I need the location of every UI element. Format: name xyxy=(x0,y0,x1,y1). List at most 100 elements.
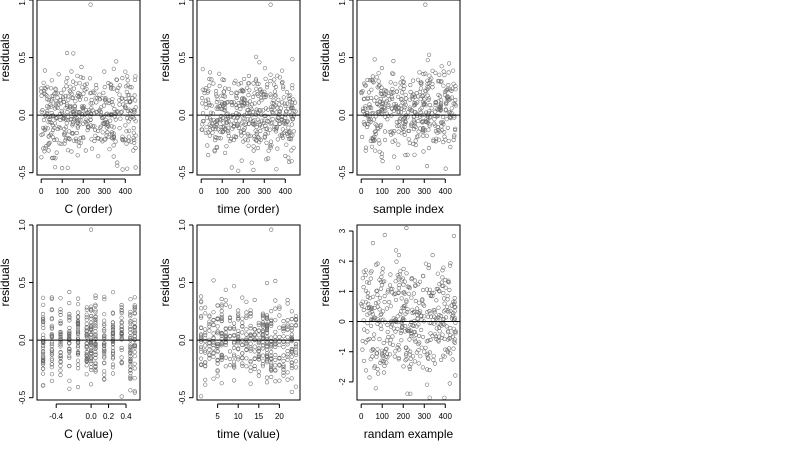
data-point xyxy=(128,334,133,339)
data-point xyxy=(289,348,294,353)
data-point xyxy=(252,297,257,302)
data-point xyxy=(217,84,222,89)
data-point xyxy=(70,96,75,101)
data-point xyxy=(236,337,241,342)
y-axis-label: residuals xyxy=(318,33,332,81)
data-point xyxy=(92,124,97,129)
data-point xyxy=(258,91,263,96)
data-point xyxy=(119,311,124,316)
data-point xyxy=(373,315,378,320)
data-point xyxy=(203,130,208,135)
data-point xyxy=(422,314,427,319)
data-point xyxy=(289,159,294,164)
panel-4: -0.4 0.0 0.2 0.4C (value)-0.50.00.51.0resid… xyxy=(0,219,141,441)
data-point xyxy=(213,89,219,94)
data-point xyxy=(289,339,294,344)
data-point xyxy=(229,100,234,105)
data-point xyxy=(414,350,419,355)
data-point xyxy=(132,295,137,300)
data-point xyxy=(132,376,137,381)
data-point xyxy=(111,66,116,71)
data-point xyxy=(420,302,425,307)
data-point xyxy=(41,383,46,388)
data-point xyxy=(111,143,116,148)
data-point xyxy=(379,326,384,332)
outlier-point xyxy=(423,2,428,7)
data-point xyxy=(375,347,380,352)
data-point xyxy=(360,134,365,140)
data-point xyxy=(93,133,98,138)
data-point xyxy=(65,110,70,115)
data-point xyxy=(232,134,237,139)
data-point xyxy=(281,319,286,324)
data-point xyxy=(375,110,380,115)
data-point xyxy=(401,282,406,287)
data-point xyxy=(97,92,102,97)
data-point xyxy=(437,329,442,334)
data-point xyxy=(199,306,204,311)
data-point xyxy=(203,305,208,310)
data-point xyxy=(427,395,432,400)
data-point xyxy=(70,131,75,136)
data-point xyxy=(75,351,81,356)
data-point xyxy=(433,102,438,107)
data-point xyxy=(72,104,78,109)
data-point xyxy=(206,130,211,135)
data-point xyxy=(293,314,298,319)
data-point xyxy=(444,117,449,122)
data-point xyxy=(448,263,453,268)
data-point xyxy=(396,357,401,362)
data-point xyxy=(379,154,384,160)
x-axis-label: time (value) xyxy=(217,427,280,441)
data-point xyxy=(284,109,289,114)
data-point xyxy=(425,310,430,315)
data-point xyxy=(240,316,245,321)
data-point xyxy=(252,344,257,349)
data-point xyxy=(117,102,122,107)
data-point xyxy=(245,102,250,107)
scatter-points xyxy=(359,225,458,400)
data-point xyxy=(115,88,120,93)
data-point xyxy=(370,241,375,246)
data-point xyxy=(425,93,430,98)
data-point xyxy=(365,306,370,311)
data-point xyxy=(63,117,68,122)
plot-frame xyxy=(36,224,141,401)
data-point xyxy=(231,121,236,126)
data-point xyxy=(409,332,414,337)
data-point xyxy=(260,324,265,329)
data-point xyxy=(119,302,124,308)
data-point xyxy=(225,117,230,122)
data-point xyxy=(375,317,380,322)
data-point xyxy=(395,314,400,319)
data-point xyxy=(248,359,253,364)
data-point xyxy=(219,330,224,335)
data-point xyxy=(399,90,405,95)
data-point xyxy=(258,108,263,113)
data-point xyxy=(89,320,94,325)
data-point xyxy=(427,290,432,295)
data-point xyxy=(49,94,54,99)
y-tick-label: 0 xyxy=(338,319,347,324)
data-point xyxy=(386,334,391,340)
data-point xyxy=(427,52,432,57)
data-point xyxy=(385,329,390,334)
data-point xyxy=(451,81,456,86)
data-point xyxy=(227,363,233,368)
y-tick-label: 0.5 xyxy=(338,51,347,63)
y-tick-label: 0.0 xyxy=(178,109,187,121)
data-point xyxy=(399,131,404,136)
data-point xyxy=(251,167,256,172)
data-point xyxy=(285,370,290,375)
data-point xyxy=(41,345,46,350)
data-point xyxy=(413,283,418,288)
data-point xyxy=(446,346,452,351)
scatter-points xyxy=(199,2,298,173)
data-point xyxy=(443,107,448,112)
data-point xyxy=(207,356,212,361)
data-point xyxy=(407,105,412,110)
data-point xyxy=(216,127,221,132)
data-point xyxy=(89,350,94,356)
data-point xyxy=(89,327,94,333)
data-point xyxy=(371,117,376,122)
